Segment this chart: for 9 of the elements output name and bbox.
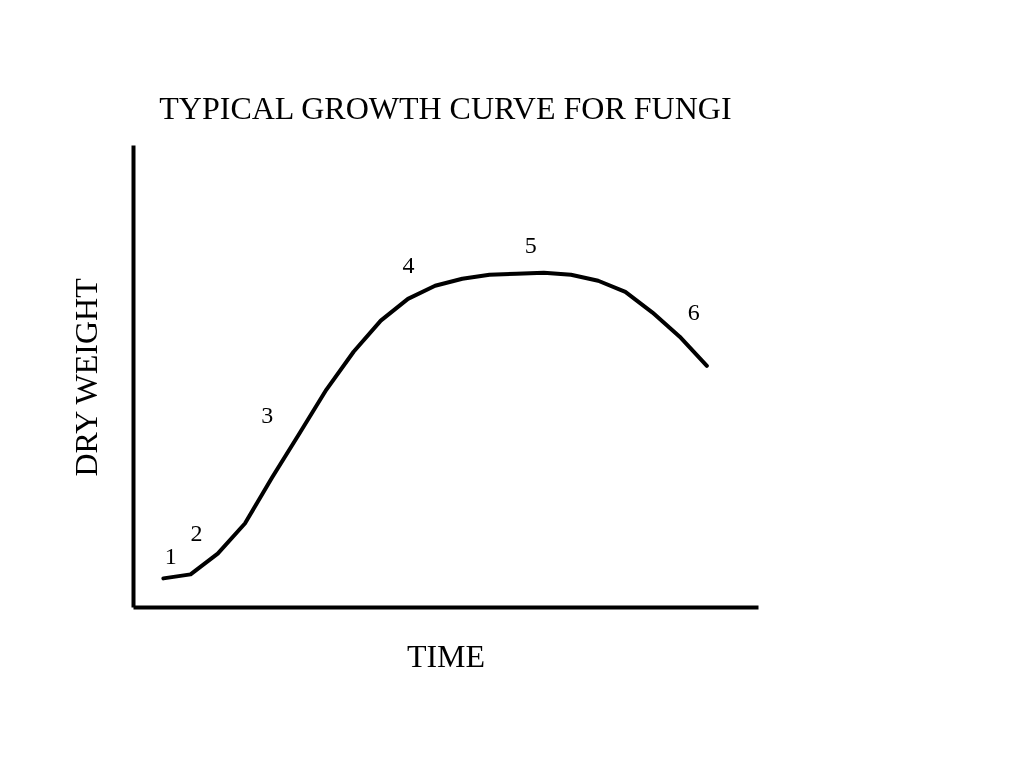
annotation: 6 (687, 298, 700, 325)
annotation: 4 (402, 251, 415, 278)
chart-title: TYPICAL GROWTH CURVE FOR FUNGI (159, 89, 732, 126)
annotation: 1 (164, 542, 177, 569)
annotation: 3 (261, 402, 274, 429)
x-axis-title: TIME (406, 637, 486, 674)
annotation: 2 (190, 519, 203, 546)
y-axis-title: DRY WEIGHT (67, 277, 104, 477)
text: 5 (524, 231, 537, 258)
